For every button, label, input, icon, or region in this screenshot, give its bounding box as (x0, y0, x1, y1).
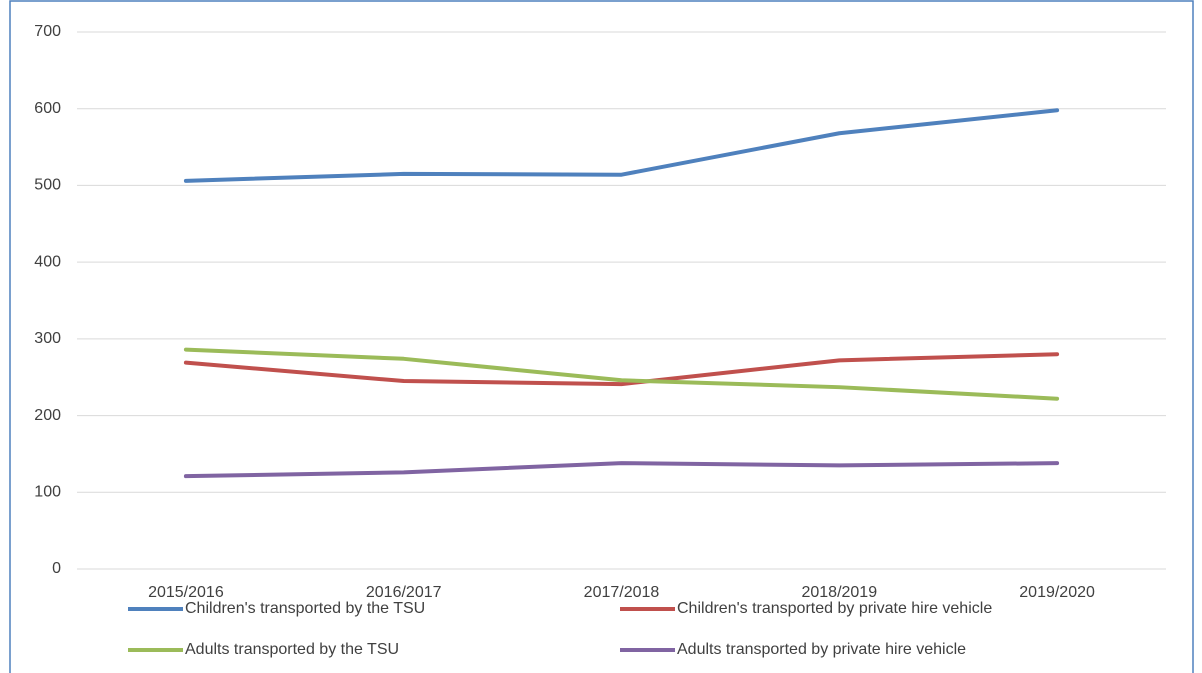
y-tick-label: 700 (34, 23, 61, 40)
y-tick-label: 300 (34, 330, 61, 347)
y-tick-label: 0 (52, 560, 61, 577)
y-tick-label: 400 (34, 253, 61, 270)
series-line (183, 352, 1060, 387)
x-tick-label: 2017/2018 (584, 584, 660, 601)
legend-label: Adults transported by private hire vehic… (677, 641, 966, 658)
y-tick-label: 500 (34, 177, 61, 194)
y-tick-label: 200 (34, 407, 61, 424)
x-tick-label: 2016/2017 (366, 584, 442, 601)
series-line (183, 461, 1060, 479)
legend-label: Adults transported by the TSU (185, 641, 399, 658)
legend-label: Children's transported by private hire v… (677, 600, 992, 617)
x-tick-label: 2015/2016 (148, 584, 224, 601)
y-tick-label: 600 (34, 100, 61, 117)
y-tick-label: 100 (34, 484, 61, 501)
x-tick-label: 2019/2020 (1019, 584, 1095, 601)
x-tick-label: 2018/2019 (801, 584, 877, 601)
series-line (183, 108, 1060, 183)
series-line (183, 347, 1060, 401)
chart-frame (9, 0, 1194, 673)
legend-label: Children's transported by the TSU (185, 600, 425, 617)
